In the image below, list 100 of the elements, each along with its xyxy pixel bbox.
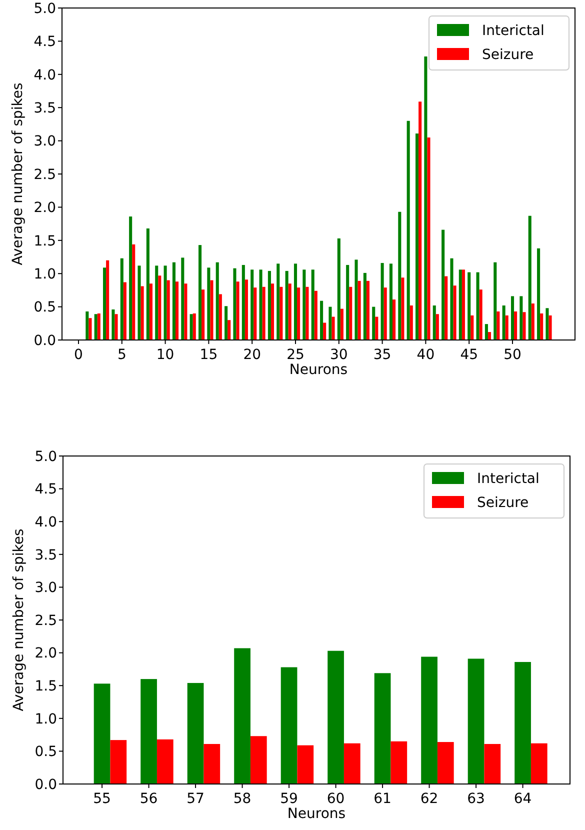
x-tick-label: 57 (186, 791, 204, 807)
bar (181, 258, 184, 340)
bar (202, 290, 205, 340)
bar (306, 286, 309, 340)
legend-label: Interictal (477, 470, 540, 487)
bar (218, 294, 222, 340)
bar (94, 684, 110, 784)
x-tick-label: 35 (373, 347, 392, 363)
bar (86, 311, 89, 340)
bar (110, 740, 127, 784)
bar (187, 682, 204, 784)
bar (204, 744, 220, 784)
y-tick-label: 1.5 (34, 678, 57, 694)
x-tick-label: 10 (156, 347, 174, 363)
bar (468, 272, 471, 340)
bar (320, 300, 324, 340)
bar (354, 260, 358, 340)
bar (522, 312, 526, 340)
bar (192, 313, 196, 340)
bar (510, 296, 514, 340)
bar (401, 278, 404, 340)
y-tick-label: 0.0 (34, 332, 56, 349)
bar (328, 650, 344, 784)
bar (427, 137, 430, 340)
bar (530, 743, 548, 784)
bar (540, 313, 544, 340)
y-tick-label: 2.5 (34, 166, 56, 183)
bar (514, 311, 518, 340)
bar (363, 272, 366, 340)
bar (494, 262, 497, 340)
x-tick-label: 55 (93, 791, 111, 807)
bar (207, 268, 210, 340)
bar (146, 228, 150, 340)
bar (375, 316, 378, 340)
bar (262, 286, 266, 340)
bar (349, 286, 352, 340)
bar (323, 322, 326, 340)
y-axis-title: Average number of spikes (11, 528, 27, 712)
bar (366, 280, 370, 340)
bar (537, 248, 540, 340)
bar (444, 276, 448, 340)
bar (502, 305, 506, 340)
bar (476, 272, 480, 340)
x-axis-title: Neurons (289, 362, 348, 378)
bar (138, 266, 141, 340)
y-tick-label: 3.0 (34, 580, 57, 596)
bar (302, 270, 306, 340)
bar (468, 658, 484, 784)
y-tick-label: 0.5 (34, 300, 56, 316)
x-tick-label: 30 (330, 347, 348, 363)
y-tick-label: 4.0 (34, 514, 57, 530)
bar (103, 268, 106, 340)
bar (344, 743, 360, 784)
bar (216, 262, 219, 340)
x-tick-label: 25 (286, 347, 304, 363)
legend-label: Seizure (477, 494, 529, 511)
x-tick-label: 59 (280, 791, 298, 807)
bar (372, 306, 376, 340)
legend-label: Interictal (482, 22, 544, 39)
bar (314, 290, 318, 340)
bar (548, 315, 552, 340)
bar (311, 270, 314, 340)
bar (392, 299, 396, 340)
bar (470, 315, 474, 340)
bar (250, 736, 267, 784)
bar (340, 308, 344, 340)
bar (175, 282, 179, 340)
bar (528, 216, 532, 340)
bar (132, 244, 136, 340)
bar (437, 742, 454, 784)
bar (156, 739, 174, 784)
bar (421, 656, 438, 784)
bar (155, 266, 158, 340)
bar (332, 316, 335, 340)
bar (129, 216, 132, 340)
y-tick-label: 4.5 (34, 34, 56, 50)
bar (254, 288, 257, 340)
bar (462, 270, 465, 340)
bar (233, 268, 236, 340)
bar (488, 332, 492, 340)
y-tick-label: 3.0 (34, 134, 56, 150)
bar (374, 673, 391, 784)
x-tick-label: 64 (514, 791, 532, 807)
bar (479, 290, 482, 340)
x-tick-label: 15 (200, 347, 218, 363)
bar (520, 296, 523, 340)
y-tick-label: 0.0 (34, 776, 57, 793)
bar (88, 318, 92, 340)
bar (280, 667, 298, 784)
bar (97, 313, 100, 340)
x-tick-label: 45 (460, 347, 478, 363)
bar (358, 280, 361, 340)
bar (234, 648, 250, 784)
y-tick-label: 2.5 (34, 612, 57, 629)
bar (450, 258, 454, 340)
y-tick-label: 1.0 (34, 711, 57, 728)
y-tick-label: 5.0 (34, 448, 57, 465)
y-tick-label: 5.0 (34, 0, 56, 17)
bar (496, 311, 500, 340)
legend-label: Seizure (482, 46, 534, 63)
